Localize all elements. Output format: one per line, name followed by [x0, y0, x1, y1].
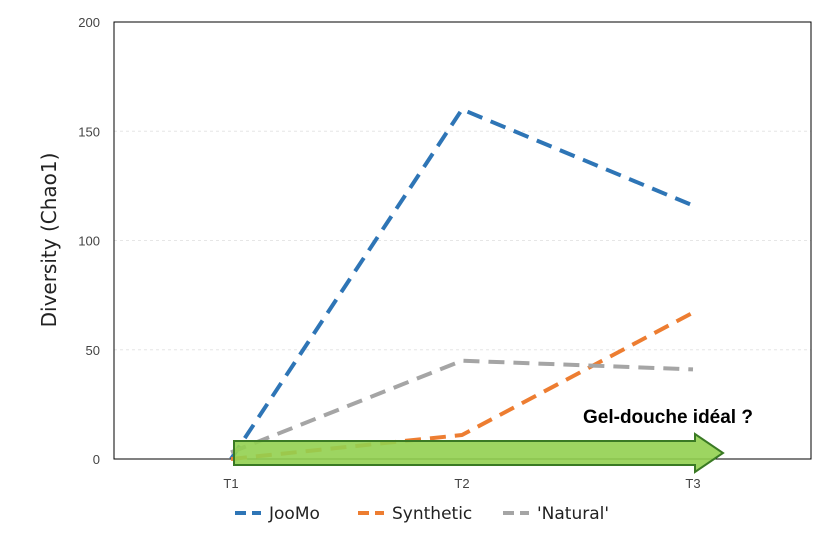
x-tick-label: T1 — [223, 476, 238, 491]
y-axis-label: Diversity (Chao1) — [37, 153, 61, 328]
annotation-text: Gel-douche idéal ? — [583, 407, 753, 428]
y-axis-ticks: 0 50 100 150 200 — [78, 15, 100, 467]
x-axis-ticks: T1 T2 T3 — [223, 476, 700, 491]
legend-label-1: Synthetic — [392, 504, 472, 524]
x-tick-label: T2 — [454, 476, 469, 491]
series-line-0 — [229, 107, 694, 461]
legend-label-0: JooMo — [268, 504, 320, 524]
x-tick-label: T3 — [685, 476, 700, 491]
y-tick-label: 0 — [93, 452, 100, 467]
annotation-arrow-shape — [233, 432, 725, 474]
y-tick-label: 150 — [78, 124, 100, 139]
y-tick-label: 200 — [78, 15, 100, 30]
series-line-2 — [230, 358, 694, 455]
legend-label-2: 'Natural' — [537, 504, 609, 524]
grid-lines — [114, 130, 811, 351]
legend: JooMo Synthetic 'Natural' — [235, 504, 609, 524]
y-tick-label: 50 — [86, 343, 100, 358]
series-line-1 — [230, 310, 694, 461]
annotation-arrow — [233, 432, 725, 474]
y-tick-label: 100 — [78, 234, 100, 249]
